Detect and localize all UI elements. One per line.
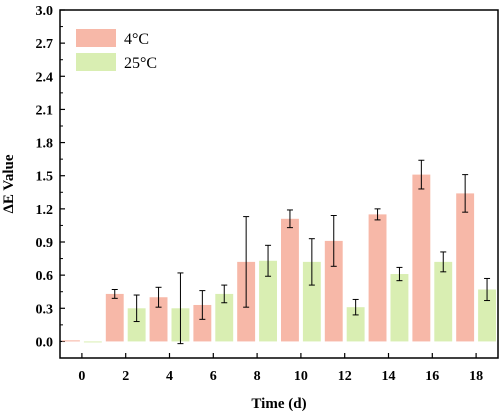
bar-4c xyxy=(149,297,168,342)
x-tick-label: 16 xyxy=(425,369,439,384)
x-tick-label: 14 xyxy=(382,369,396,384)
y-axis: 0.0 0.3 0.6 0.9 1.2 1.5 1.8 2.1 2.4 2.7 3.0 xyxy=(36,4,65,350)
plot-frame xyxy=(59,9,499,359)
bar-4c xyxy=(324,240,343,342)
bar-25c xyxy=(346,307,365,342)
bar-4c xyxy=(456,193,475,342)
x-axis: 0 2 4 6 8 10 12 14 16 18 xyxy=(78,353,483,384)
legend-swatch-25c xyxy=(76,53,116,71)
bar-4c xyxy=(368,214,387,342)
legend: 4°C 25°C xyxy=(76,29,157,72)
y-tick-label: 2.1 xyxy=(36,103,54,118)
y-tick-label: 2.4 xyxy=(36,70,54,85)
x-axis-title: Time (d) xyxy=(251,396,306,412)
legend-label-25c: 25°C xyxy=(124,55,157,72)
y-tick-label: 1.2 xyxy=(36,203,54,218)
x-tick-label: 8 xyxy=(254,369,261,384)
x-tick-label: 10 xyxy=(294,369,308,384)
y-tick-label: 1.5 xyxy=(36,170,54,185)
bar-4c xyxy=(105,293,124,342)
y-tick-label: 0.0 xyxy=(36,335,54,350)
y-tick-label: 1.8 xyxy=(36,137,54,152)
bar-25c xyxy=(127,308,146,342)
legend-label-4c: 4°C xyxy=(124,31,149,48)
bar-25c xyxy=(259,260,277,342)
x-tick-label: 0 xyxy=(78,369,85,384)
x-tick-label: 18 xyxy=(469,369,483,384)
bars-group xyxy=(62,174,496,343)
error-bars-group xyxy=(111,159,491,345)
x-tick-label: 4 xyxy=(166,369,173,384)
legend-swatch-4c xyxy=(76,29,116,47)
bar-25c xyxy=(478,289,496,342)
y-tick-label: 0.9 xyxy=(36,236,54,251)
x-tick-label: 6 xyxy=(210,369,217,384)
y-tick-label: 2.7 xyxy=(36,37,54,52)
bar-4c xyxy=(193,304,212,342)
x-tick-label: 12 xyxy=(338,369,352,384)
bar-25c xyxy=(302,261,321,342)
bar-25c xyxy=(434,261,453,342)
y-tick-label: 0.6 xyxy=(36,269,54,284)
x-tick-label: 2 xyxy=(122,369,129,384)
y-axis-title: ΔE Value xyxy=(1,154,17,213)
bar-4c xyxy=(412,174,431,342)
y-tick-label: 3.0 xyxy=(36,4,54,19)
bar-4c xyxy=(62,340,80,342)
bar-25c xyxy=(215,293,234,342)
bar-25c xyxy=(390,274,409,342)
y-tick-label: 0.3 xyxy=(36,302,54,317)
bar-4c xyxy=(281,218,299,342)
bar-25c xyxy=(83,341,102,343)
